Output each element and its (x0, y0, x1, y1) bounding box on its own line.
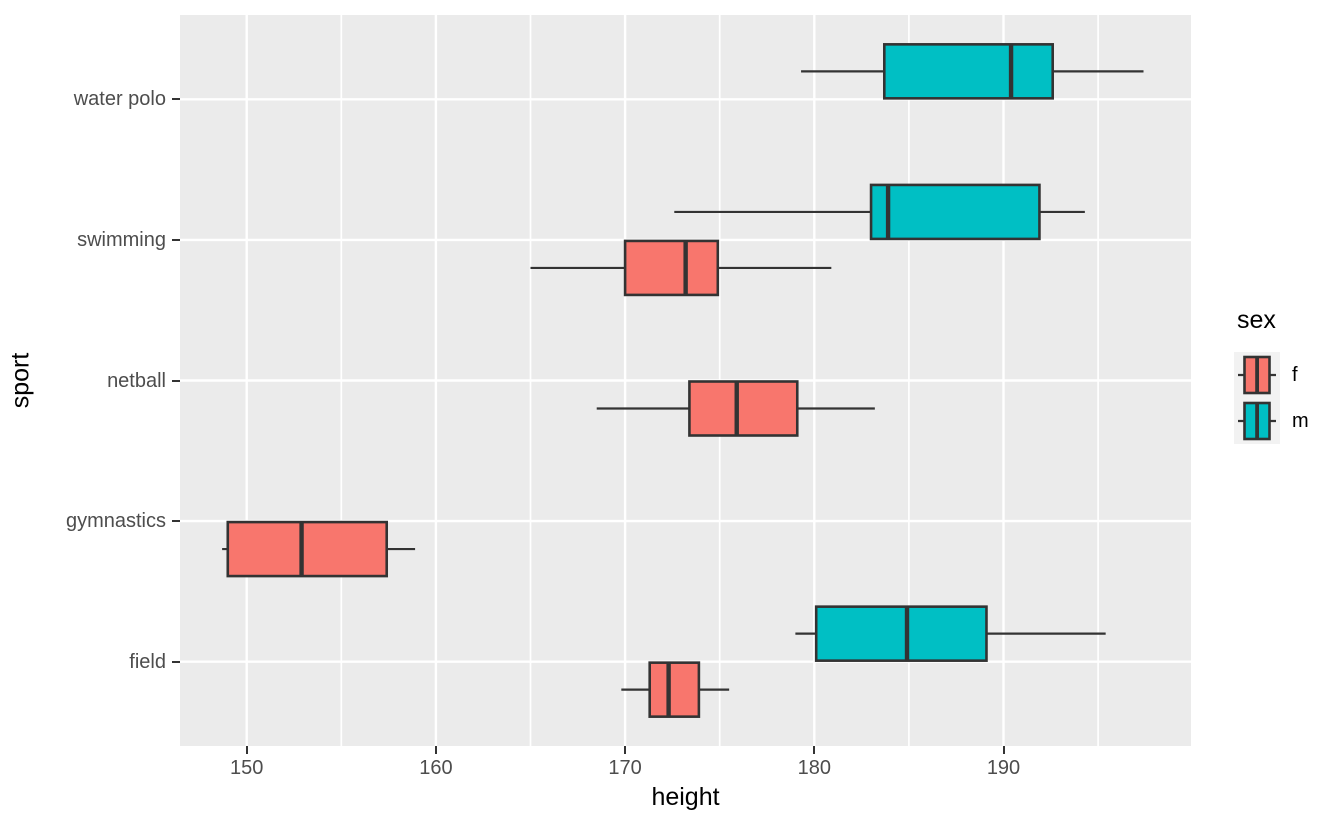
x-tick-mark (813, 746, 816, 754)
median-line (904, 606, 910, 661)
median-line (299, 522, 304, 577)
boxplot-swimming-m (674, 183, 1085, 241)
y-tick-mark (172, 238, 180, 241)
x-tick-label: 170 (608, 757, 642, 779)
y-tick-label: swimming (77, 228, 166, 251)
x-tick-mark (1002, 746, 1005, 754)
iqr-box (814, 605, 988, 662)
y-tick-mark (172, 98, 180, 101)
y-tick-label: water polo (73, 88, 166, 111)
legend-label-f: f (1292, 363, 1298, 386)
boxplot-key-icon (1234, 398, 1280, 444)
x-tick-mark (624, 746, 627, 754)
y-tick-mark (172, 660, 180, 663)
plot-panel (180, 15, 1191, 746)
y-axis-title-wrap: sport (4, 15, 38, 746)
boxplot-field-m (795, 605, 1106, 662)
boxplot-gymnastics-f (222, 520, 416, 578)
boxplot-water-polo-m (801, 43, 1144, 100)
legend-title: sex (1237, 306, 1276, 334)
y-axis-title: sport (6, 352, 35, 409)
x-tick-label: 190 (986, 757, 1021, 779)
y-tick-mark (172, 520, 180, 523)
y-tick-label: field (129, 650, 166, 673)
boxplot-glyph-icon (1238, 401, 1276, 441)
y-tick-label: netball (107, 369, 166, 392)
median-line (666, 662, 671, 717)
x-tick-mark (434, 746, 437, 754)
boxplot-netball-f (596, 380, 875, 437)
x-tick-mark (245, 746, 248, 754)
median-line (734, 381, 739, 436)
legend-entry-m: m (1234, 398, 1309, 444)
iqr-box (623, 239, 720, 297)
y-tick-label: gymnastics (65, 510, 166, 533)
boxplot-key-icon (1234, 352, 1280, 398)
x-tick-label: 180 (797, 757, 831, 779)
iqr-box (688, 380, 799, 437)
iqr-box (226, 520, 389, 578)
boxplot-canvas (180, 15, 1191, 746)
iqr-box (648, 661, 701, 718)
boxplot-glyph-icon (1238, 355, 1276, 395)
median-line (885, 184, 891, 239)
legend-label-m: m (1292, 409, 1309, 432)
boxplot-field-f (621, 661, 730, 718)
x-axis-title: height (651, 783, 720, 811)
legend-entry-f: f (1234, 352, 1309, 398)
boxplot-swimming-f (530, 239, 832, 297)
y-tick-mark (172, 379, 180, 382)
median-line (1008, 44, 1014, 99)
iqr-box (869, 183, 1041, 241)
median-line (683, 240, 688, 295)
legend: sex f m (1234, 306, 1309, 444)
x-tick-label: 150 (230, 757, 264, 779)
iqr-box (883, 43, 1054, 100)
x-tick-label: 160 (419, 757, 453, 779)
